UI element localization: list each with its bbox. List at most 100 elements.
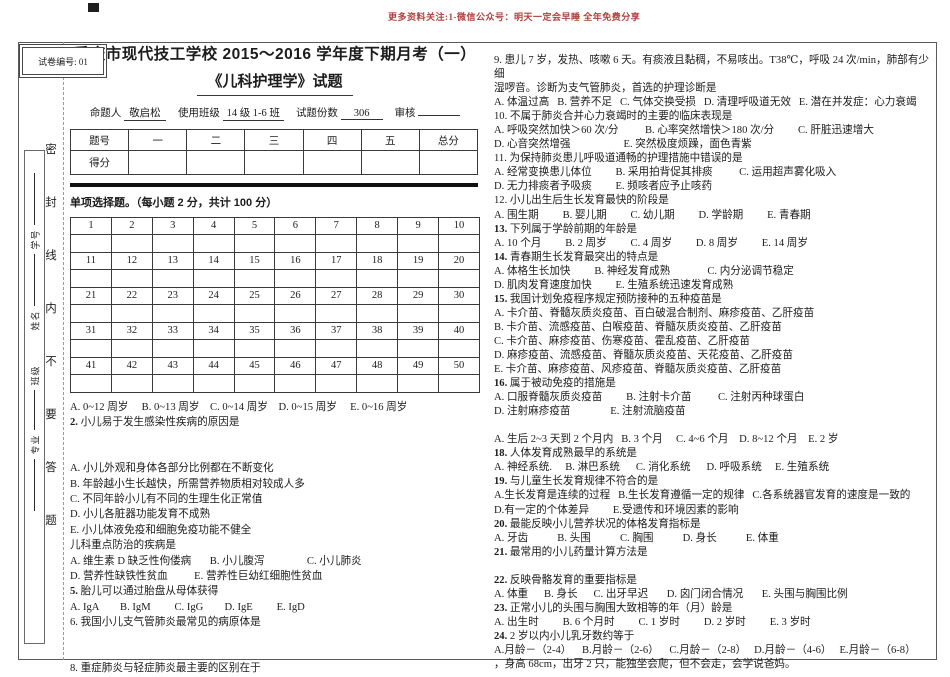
- answer-grid-blank-cell: [274, 233, 317, 253]
- question-line: 22. 反映骨骼发育的重要指标是: [494, 574, 638, 586]
- seal-char: 封: [45, 197, 57, 209]
- answer-grid-number-cell: 37: [315, 321, 358, 340]
- answer-grid-number-cell: 40: [438, 321, 480, 340]
- answer-grid-blank-cell: [233, 268, 276, 288]
- answer-grid-number-cell: 32: [110, 321, 153, 340]
- answer-grid-number-cell: 42: [110, 356, 153, 375]
- answer-grid-blank-row: [70, 373, 480, 393]
- question-line: 20. 最能反映小儿营养状况的体格发育指标是: [494, 518, 701, 530]
- score-empty-cell: [418, 150, 479, 175]
- answer-grid-blank-cell: [438, 373, 480, 393]
- answer-grid-blank-cell: [315, 233, 358, 253]
- answer-grid-number-cell: 45: [233, 356, 276, 375]
- answer-grid-blank-row: [70, 268, 480, 288]
- scan-corner-mark: [88, 3, 99, 12]
- answer-grid-number-cell: 3: [151, 216, 194, 235]
- answer-grid-blank-cell: [274, 338, 317, 358]
- score-empty-cell: [244, 150, 304, 175]
- answer-grid-blank-cell: [356, 303, 399, 323]
- meta-value: 306: [340, 108, 383, 120]
- answer-grid-number-cell: 44: [192, 356, 235, 375]
- score-header-row: 题号一二三四五总分: [69, 129, 479, 151]
- answer-grid-number-cell: 11: [70, 251, 112, 270]
- answer-grid-number-cell: 8: [356, 216, 399, 235]
- question-line: B. 卡介苗、流感疫苗、白喉疫苗、脊髓灰质炎疫苗、乙肝疫苗: [494, 321, 782, 333]
- answer-grid-blank-cell: [110, 268, 153, 288]
- meta-item: 审核: [395, 108, 461, 119]
- question-line: 湿啰音。诊断为支气管肺炎，首选的护理诊断是: [494, 83, 717, 95]
- question-line: A. IgA B. IgM C. IgG D. IgE E. IgD: [70, 601, 305, 613]
- seal-char: 要: [45, 409, 57, 421]
- answer-grid-number-cell: 29: [397, 286, 440, 305]
- answer-grid-number-cell: 9: [397, 216, 440, 235]
- question-line: D. 肌肉发育速度加快 E. 生殖系统迅速发育成熟: [494, 279, 734, 291]
- answer-grid-number-cell: 12: [110, 251, 153, 270]
- question-line: [70, 631, 480, 646]
- question-line: A. 生后 2~3 天到 2 个月内 B. 3 个月 C. 4~6 个月 D. …: [494, 434, 839, 446]
- seal-char: 密: [45, 144, 57, 156]
- question-line: [494, 419, 938, 433]
- seal-char: 不: [45, 356, 57, 368]
- fill-in-line: [34, 254, 35, 306]
- question-line: A. 10 个月 B. 2 周岁 C. 4 周岁 D. 8 周岁 E. 14 周…: [494, 237, 808, 249]
- answer-grid-number-cell: 35: [233, 321, 276, 340]
- answer-grid-blank-cell: [192, 338, 235, 358]
- question-line: D. 麻疹疫苗、流感疫苗、脊髓灰质炎疫苗、天花疫苗、乙肝疫苗: [494, 349, 793, 361]
- answer-grid-number-cell: 36: [274, 321, 317, 340]
- answer-grid-blank-cell: [356, 338, 399, 358]
- answer-grid-blank-cell: [110, 338, 153, 358]
- section-divider: [70, 183, 478, 187]
- question-line: [70, 446, 480, 461]
- score-header-cell: 三: [244, 129, 304, 151]
- question-line: 12. 小儿出生后生长发育最快的阶段是: [494, 195, 669, 207]
- answer-grid-number-cell: 1: [70, 216, 112, 235]
- answer-grid-number-cell: 13: [151, 251, 194, 270]
- seal-field-label: 专业: [30, 434, 41, 455]
- meta-label: 试题份数: [295, 108, 341, 119]
- question-line: C. 卡介苗、麻疹疫苗、伤寒疫苗、霍乱疫苗、乙肝疫苗: [494, 335, 751, 347]
- score-empty-cell: [186, 150, 246, 175]
- answer-grid-blank-cell: [233, 303, 276, 323]
- answer-grid-blank-cell: [70, 303, 112, 323]
- answer-grid-blank-cell: [356, 268, 399, 288]
- question-line: 21. 最常用的小儿药量计算方法是: [494, 546, 648, 558]
- answer-grid-number-cell: 31: [70, 321, 112, 340]
- seal-text: 密封线内不要答题: [44, 142, 58, 566]
- answer-grid-blank-cell: [151, 268, 194, 288]
- question-line: A. 口服脊髓灰质炎疫苗 B. 注射卡介苗 C. 注射丙种球蛋白: [494, 392, 805, 404]
- answer-grid-blank-cell: [192, 233, 235, 253]
- answer-grid-blank-cell: [438, 233, 480, 253]
- meta-label: 审核: [394, 108, 419, 119]
- question-line: 10. 不属于肺炎合并心力衰竭时的主要的临床表现是: [494, 111, 733, 123]
- question-line: 6. 我国小儿支气管肺炎最常见的病原体是: [70, 617, 261, 629]
- answer-grid-blank-cell: [315, 303, 358, 323]
- answer-grid-number-cell: 39: [397, 321, 440, 340]
- answer-grid-blank-cell: [70, 233, 112, 253]
- answer-grid-number-cell: 49: [397, 356, 440, 375]
- meta-label: 使用班级: [177, 108, 223, 119]
- answer-grid-blank-cell: [356, 233, 399, 253]
- answer-grid-number-cell: 4: [192, 216, 235, 235]
- score-empty-cell: [302, 150, 362, 175]
- score-empty-cell: [360, 150, 420, 175]
- question-line: 11. 为保持肺炎患儿呼吸道通畅的护理措施中错误的是: [494, 153, 743, 165]
- exam-subject-title: 《儿科护理学》试题: [197, 72, 353, 96]
- answer-grid-number-cell: 20: [438, 251, 480, 270]
- meta-label: 命题人: [89, 108, 124, 119]
- answer-grid-blank-cell: [151, 233, 194, 253]
- answer-grid-blank-cell: [110, 303, 153, 323]
- question-line: A. 呼吸突然加快＞60 次/分 B. 心率突然增快＞180 次/分 C. 肝脏…: [494, 125, 874, 137]
- answer-grid-blank-cell: [233, 233, 276, 253]
- question-line: 24. 2 岁以内小儿乳牙数约等于: [494, 630, 635, 642]
- answer-grid-number-cell: 17: [315, 251, 358, 270]
- answer-grid-blank-cell: [70, 338, 112, 358]
- answer-grid-number-cell: 19: [397, 251, 440, 270]
- answer-grid-number-row: 21 22 23 24 25 26 27 28 29 30: [70, 286, 480, 305]
- question-line: A. 维生素 D 缺乏性佝偻病 B. 小儿腹泻 C. 小儿肺炎: [70, 555, 362, 567]
- question-line: D. 营养性缺铁性贫血 E. 营养性巨幼红细胞性贫血: [70, 570, 323, 582]
- question-line: 18. 人体发育成熟最早的系统是: [494, 448, 638, 460]
- answer-grid-number-cell: 48: [356, 356, 399, 375]
- promo-banner-text: 更多资料关注:1-微信公众号：明天一定会早睡 全年免费分享: [388, 12, 641, 22]
- answer-grid-number-row: 11 12 13 14 15 16 17 18 19 20: [70, 251, 480, 270]
- answer-grid-number-cell: 18: [356, 251, 399, 270]
